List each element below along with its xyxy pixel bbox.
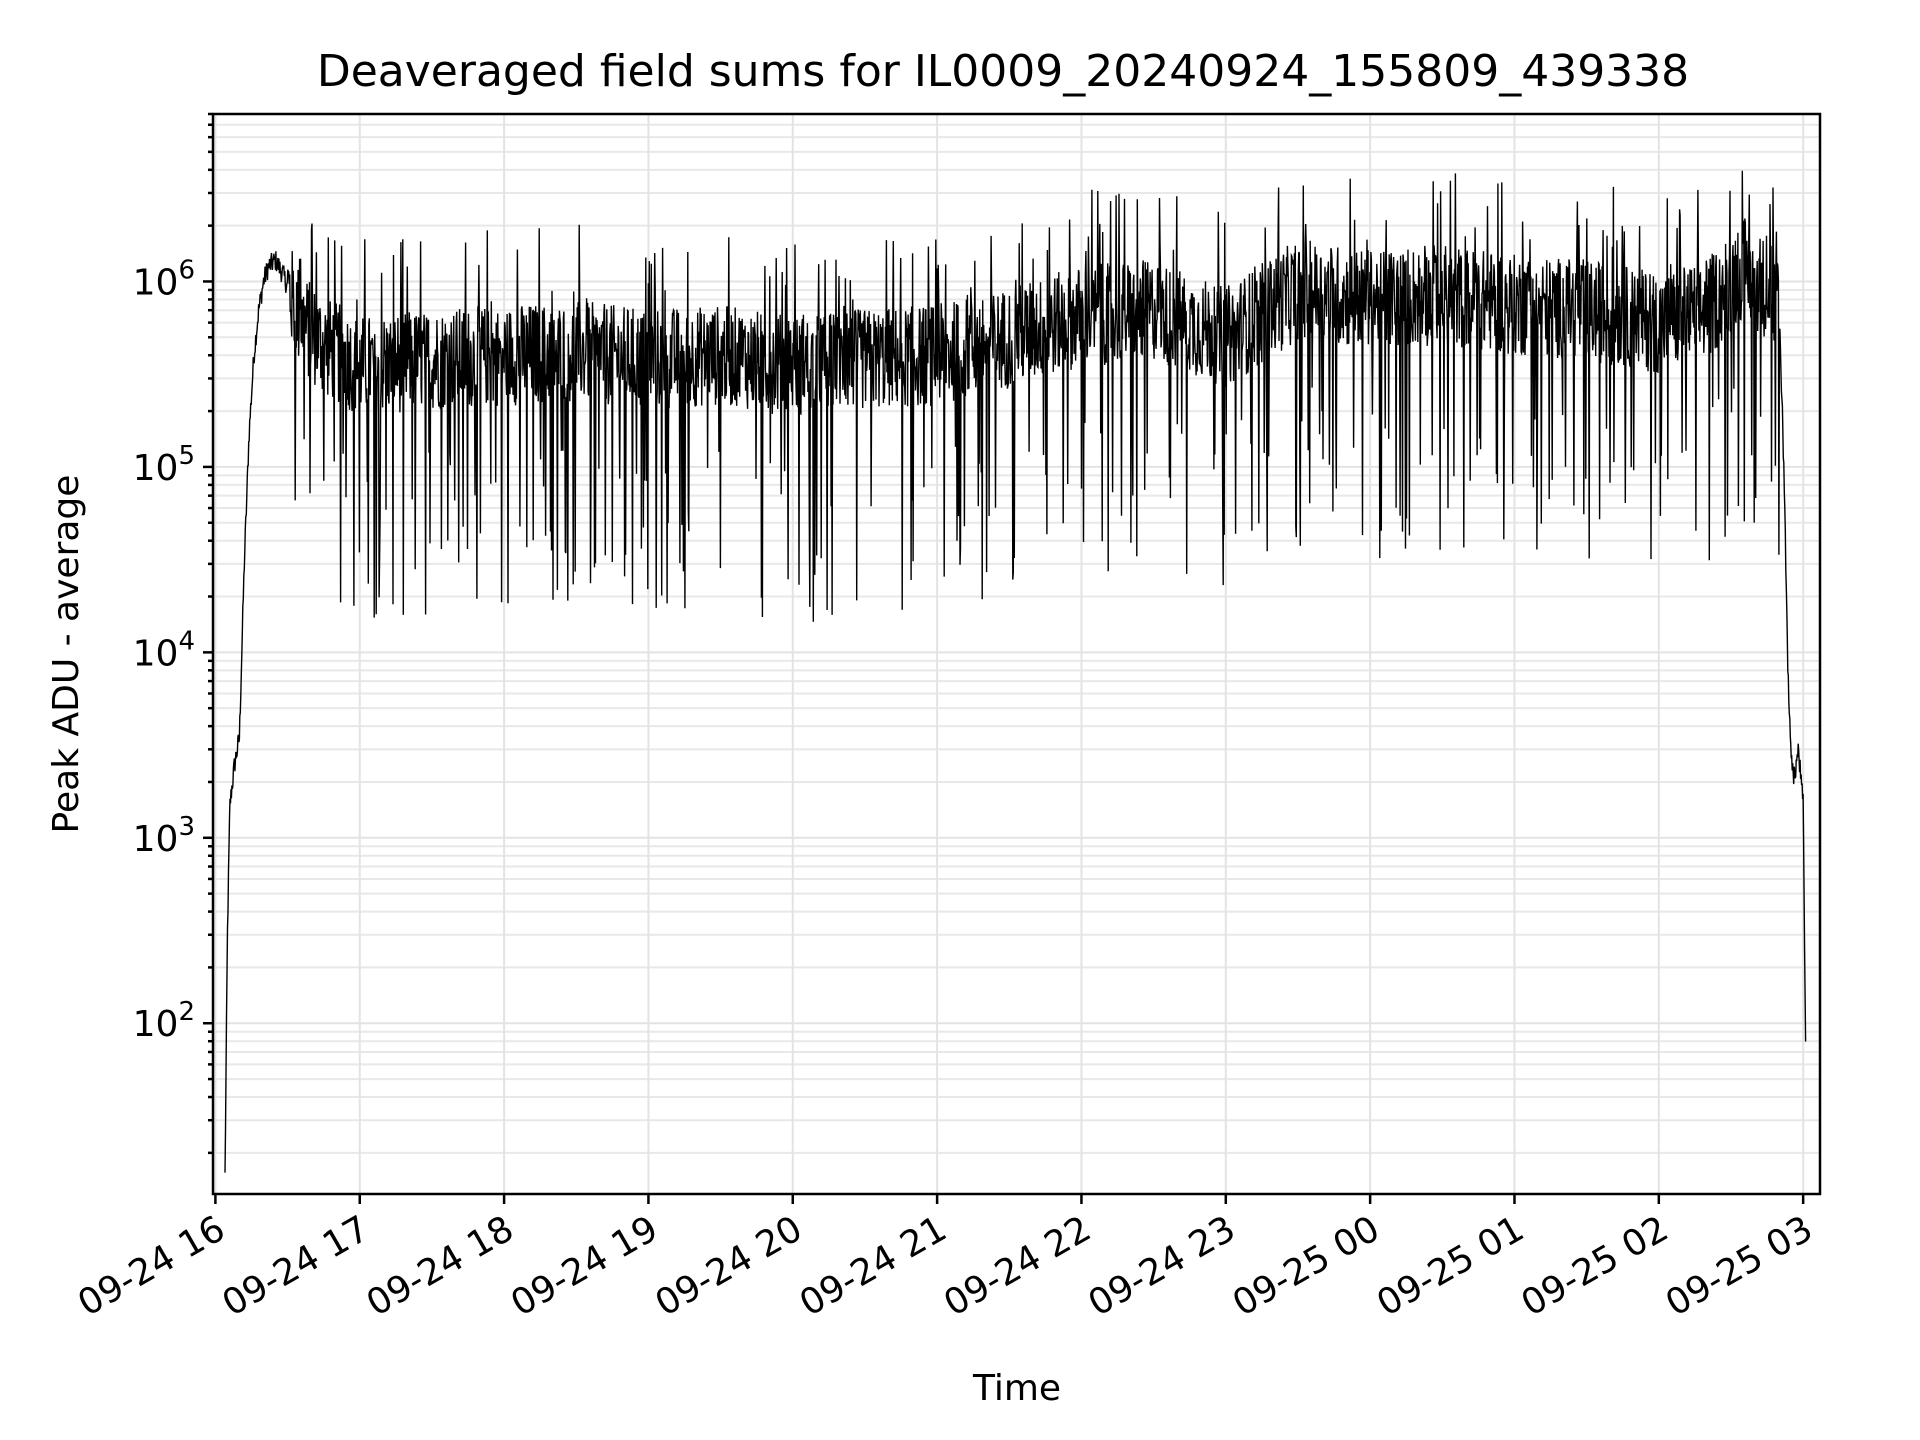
series-line bbox=[224, 170, 1807, 1173]
x-tick-label: 09-25 01 bbox=[1370, 1208, 1531, 1324]
x-tick-label: 09-24 23 bbox=[1082, 1208, 1243, 1324]
x-tick-label: 09-25 03 bbox=[1659, 1208, 1820, 1324]
y-tick-label: 103 bbox=[133, 812, 195, 860]
x-tick-label: 09-24 19 bbox=[504, 1208, 665, 1324]
x-tick-label: 09-24 20 bbox=[649, 1208, 810, 1324]
chart-title: Deaveraged field sums for IL0009_2024092… bbox=[317, 46, 1689, 97]
x-axis-label: Time bbox=[972, 1368, 1061, 1409]
y-axis: 102 103 104 105 106 bbox=[133, 112, 213, 1155]
x-tick-label: 09-25 00 bbox=[1226, 1208, 1387, 1324]
x-tick-label: 09-25 02 bbox=[1515, 1208, 1676, 1324]
y-tick-label: 104 bbox=[133, 626, 195, 674]
x-tick-label: 09-24 18 bbox=[360, 1208, 521, 1324]
y-tick-label: 102 bbox=[133, 997, 195, 1045]
plot-frame bbox=[211, 112, 1822, 1196]
x-tick-label: 09-24 21 bbox=[793, 1208, 954, 1324]
x-tick-label: 09-24 22 bbox=[937, 1208, 1098, 1324]
x-tick-label: 09-24 17 bbox=[216, 1208, 377, 1324]
y-tick-label: 106 bbox=[133, 255, 195, 303]
y-axis-label: Peak ADU - average bbox=[46, 475, 87, 834]
y-tick-label: 105 bbox=[133, 441, 195, 489]
x-tick-label: 09-24 16 bbox=[71, 1208, 232, 1324]
